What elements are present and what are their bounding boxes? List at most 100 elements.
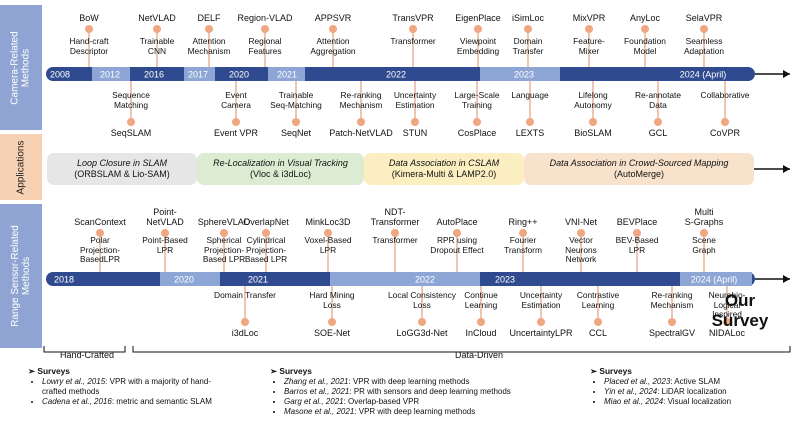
range-timeline-segment [680, 272, 752, 286]
camera-top-method-name: NetVLAD [138, 13, 176, 23]
surveys-heading: ➢ Surveys [28, 366, 70, 376]
camera-node [153, 25, 161, 33]
range-node [700, 229, 708, 237]
range-bottom-method-desc: Local Consistency Loss [388, 290, 456, 310]
camera-bottom-method-name: BioSLAM [574, 128, 612, 138]
range-bottom-method-desc: Neurobio- Logical Inspired [708, 290, 746, 320]
era-data-driven-bracket [132, 346, 791, 353]
range-top-method-desc: Transformer [372, 235, 418, 245]
camera-top-method-desc: Foundation Model [624, 36, 666, 56]
range-year-label: 2018 [54, 274, 74, 284]
range-top-method-name: Multi S-Graphs [684, 207, 724, 227]
camera-year-label: 2021 [277, 69, 297, 79]
range-bottom-method-name: LoGG3d-Net [396, 328, 448, 338]
range-bottom-method-name: UncertaintyLPR [509, 328, 573, 338]
camera-node [524, 25, 532, 33]
range-node [262, 229, 270, 237]
camera-node [526, 118, 534, 126]
side-label-range: Range Sensor-Related Methods [0, 204, 42, 348]
range-bottom-method-name: SpectralGV [648, 328, 696, 338]
range-year-label: 2021 [248, 274, 268, 284]
camera-node [85, 25, 93, 33]
camera-top-method-name: SelaVPR [685, 13, 723, 23]
applications-arrow-head [783, 165, 790, 173]
camera-bottom-method-desc: Trainable Seq-Matching [270, 90, 322, 110]
range-year-label: 2023 [495, 274, 515, 284]
camera-bottom-method-desc: Re-ranking Mechanism [339, 90, 383, 110]
surveys-heading: ➢ Surveys [590, 366, 632, 376]
range-top-method-name: ScanContext [74, 217, 126, 227]
camera-top-method-desc: Domain Transfer [512, 36, 544, 56]
range-top-method-name: Ring++ [508, 217, 538, 227]
camera-node [473, 118, 481, 126]
range-timeline-segment [160, 272, 220, 286]
camera-year-label: 2017 [188, 69, 208, 79]
range-top-method-name: Point- NetVLAD [146, 207, 184, 227]
side-label-applications: Applications [0, 134, 42, 200]
range-top-method-desc: RPR using Dropout Effect [430, 235, 484, 255]
range-top-method-name: SphereVLAD [197, 217, 251, 227]
application-loop-closure: Loop Closure in SLAM (ORBSLAM & Lio-SAM) [47, 153, 197, 185]
range-bottom-method-name: CCL [588, 328, 608, 338]
camera-bottom-method-name: SeqNet [280, 128, 312, 138]
range-node [537, 318, 545, 326]
range-node [577, 229, 585, 237]
camera-year-label: 2023 [514, 69, 534, 79]
camera-year-label: 2020 [229, 69, 249, 79]
application-cslam: Data Association in CSLAM (Kimera-Multi &… [364, 153, 524, 185]
camera-bottom-method-name: CosPlace [457, 128, 497, 138]
survey-item: Lowry et al., 2015: VPR with a majority … [42, 377, 268, 397]
camera-bottom-method-desc: Uncertainty Estimation [393, 90, 437, 110]
our-survey: Our Survey [711, 291, 769, 330]
camera-timeline-bar [46, 67, 755, 81]
range-bottom-method-desc: Re-ranking Mechanism [650, 290, 694, 310]
camera-node [261, 25, 269, 33]
range-bottom-method-desc: Contrastive Learning [576, 290, 620, 310]
range-node [519, 229, 527, 237]
range-top-method-desc: Point-Based LPR [142, 235, 188, 255]
range-node [477, 318, 485, 326]
camera-year-label: 2022 [386, 69, 406, 79]
era-data-driven: Data-Driven [455, 350, 504, 360]
camera-timeline-segment [184, 67, 215, 81]
camera-top-method-name: MixVPR [572, 13, 606, 23]
range-top-method-desc: Polar Projection- BasedLPR [79, 235, 121, 265]
surveys-col-1: ➢ Surveys Lowry et al., 2015: VPR with a… [28, 366, 268, 407]
range-top-method-desc: BEV-Based LPR [615, 235, 659, 255]
camera-year-label: 2012 [100, 69, 120, 79]
range-node [220, 229, 228, 237]
range-top-method-name: BEVPlace [616, 217, 658, 227]
camera-node [700, 25, 708, 33]
survey-item: Zhang et al., 2021: VPR with deep learni… [284, 377, 570, 387]
range-arrow-head [783, 275, 790, 283]
range-bottom-method-name: i3dLoc [231, 328, 259, 338]
survey-item: Cadena et al., 2016: metric and semantic… [42, 397, 268, 407]
camera-arrow-head [783, 70, 790, 78]
camera-node [474, 25, 482, 33]
range-top-method-name: VNI-Net [564, 217, 598, 227]
camera-node [654, 118, 662, 126]
camera-bottom-method-desc: Language [511, 90, 549, 100]
range-bottom-method-desc: Hard Mining Loss [309, 290, 355, 310]
camera-top-method-desc: Trainable CNN [139, 36, 175, 56]
side-label-camera: Camera-Related Methods [0, 5, 42, 130]
camera-top-method-desc: Viewpoint Embedding [456, 36, 500, 56]
application-crowd-mapping: Data Association in Crowd-Sourced Mappin… [524, 153, 754, 185]
camera-node [357, 118, 365, 126]
camera-node [232, 118, 240, 126]
camera-bottom-method-name: STUN [402, 128, 428, 138]
camera-top-method-name: BoW [79, 13, 99, 23]
range-top-method-desc: Vector Neurons Network [565, 235, 597, 265]
range-node [633, 229, 641, 237]
camera-timeline-segment [268, 67, 305, 81]
range-bottom-method-desc: Continue Learning [464, 290, 498, 310]
range-bottom-method-desc: Domain Transfer [214, 290, 276, 300]
camera-bottom-method-name: GCL [648, 128, 668, 138]
camera-node [409, 25, 417, 33]
surveys-heading: ➢ Surveys [270, 366, 312, 376]
range-timeline-segment [330, 272, 480, 286]
survey-item: Garg et al., 2021: Overlap-based VPR [284, 397, 570, 407]
range-node [594, 318, 602, 326]
range-top-method-desc: Spherical Projection- Based LPR [202, 235, 246, 265]
camera-timeline-segment [480, 67, 560, 81]
